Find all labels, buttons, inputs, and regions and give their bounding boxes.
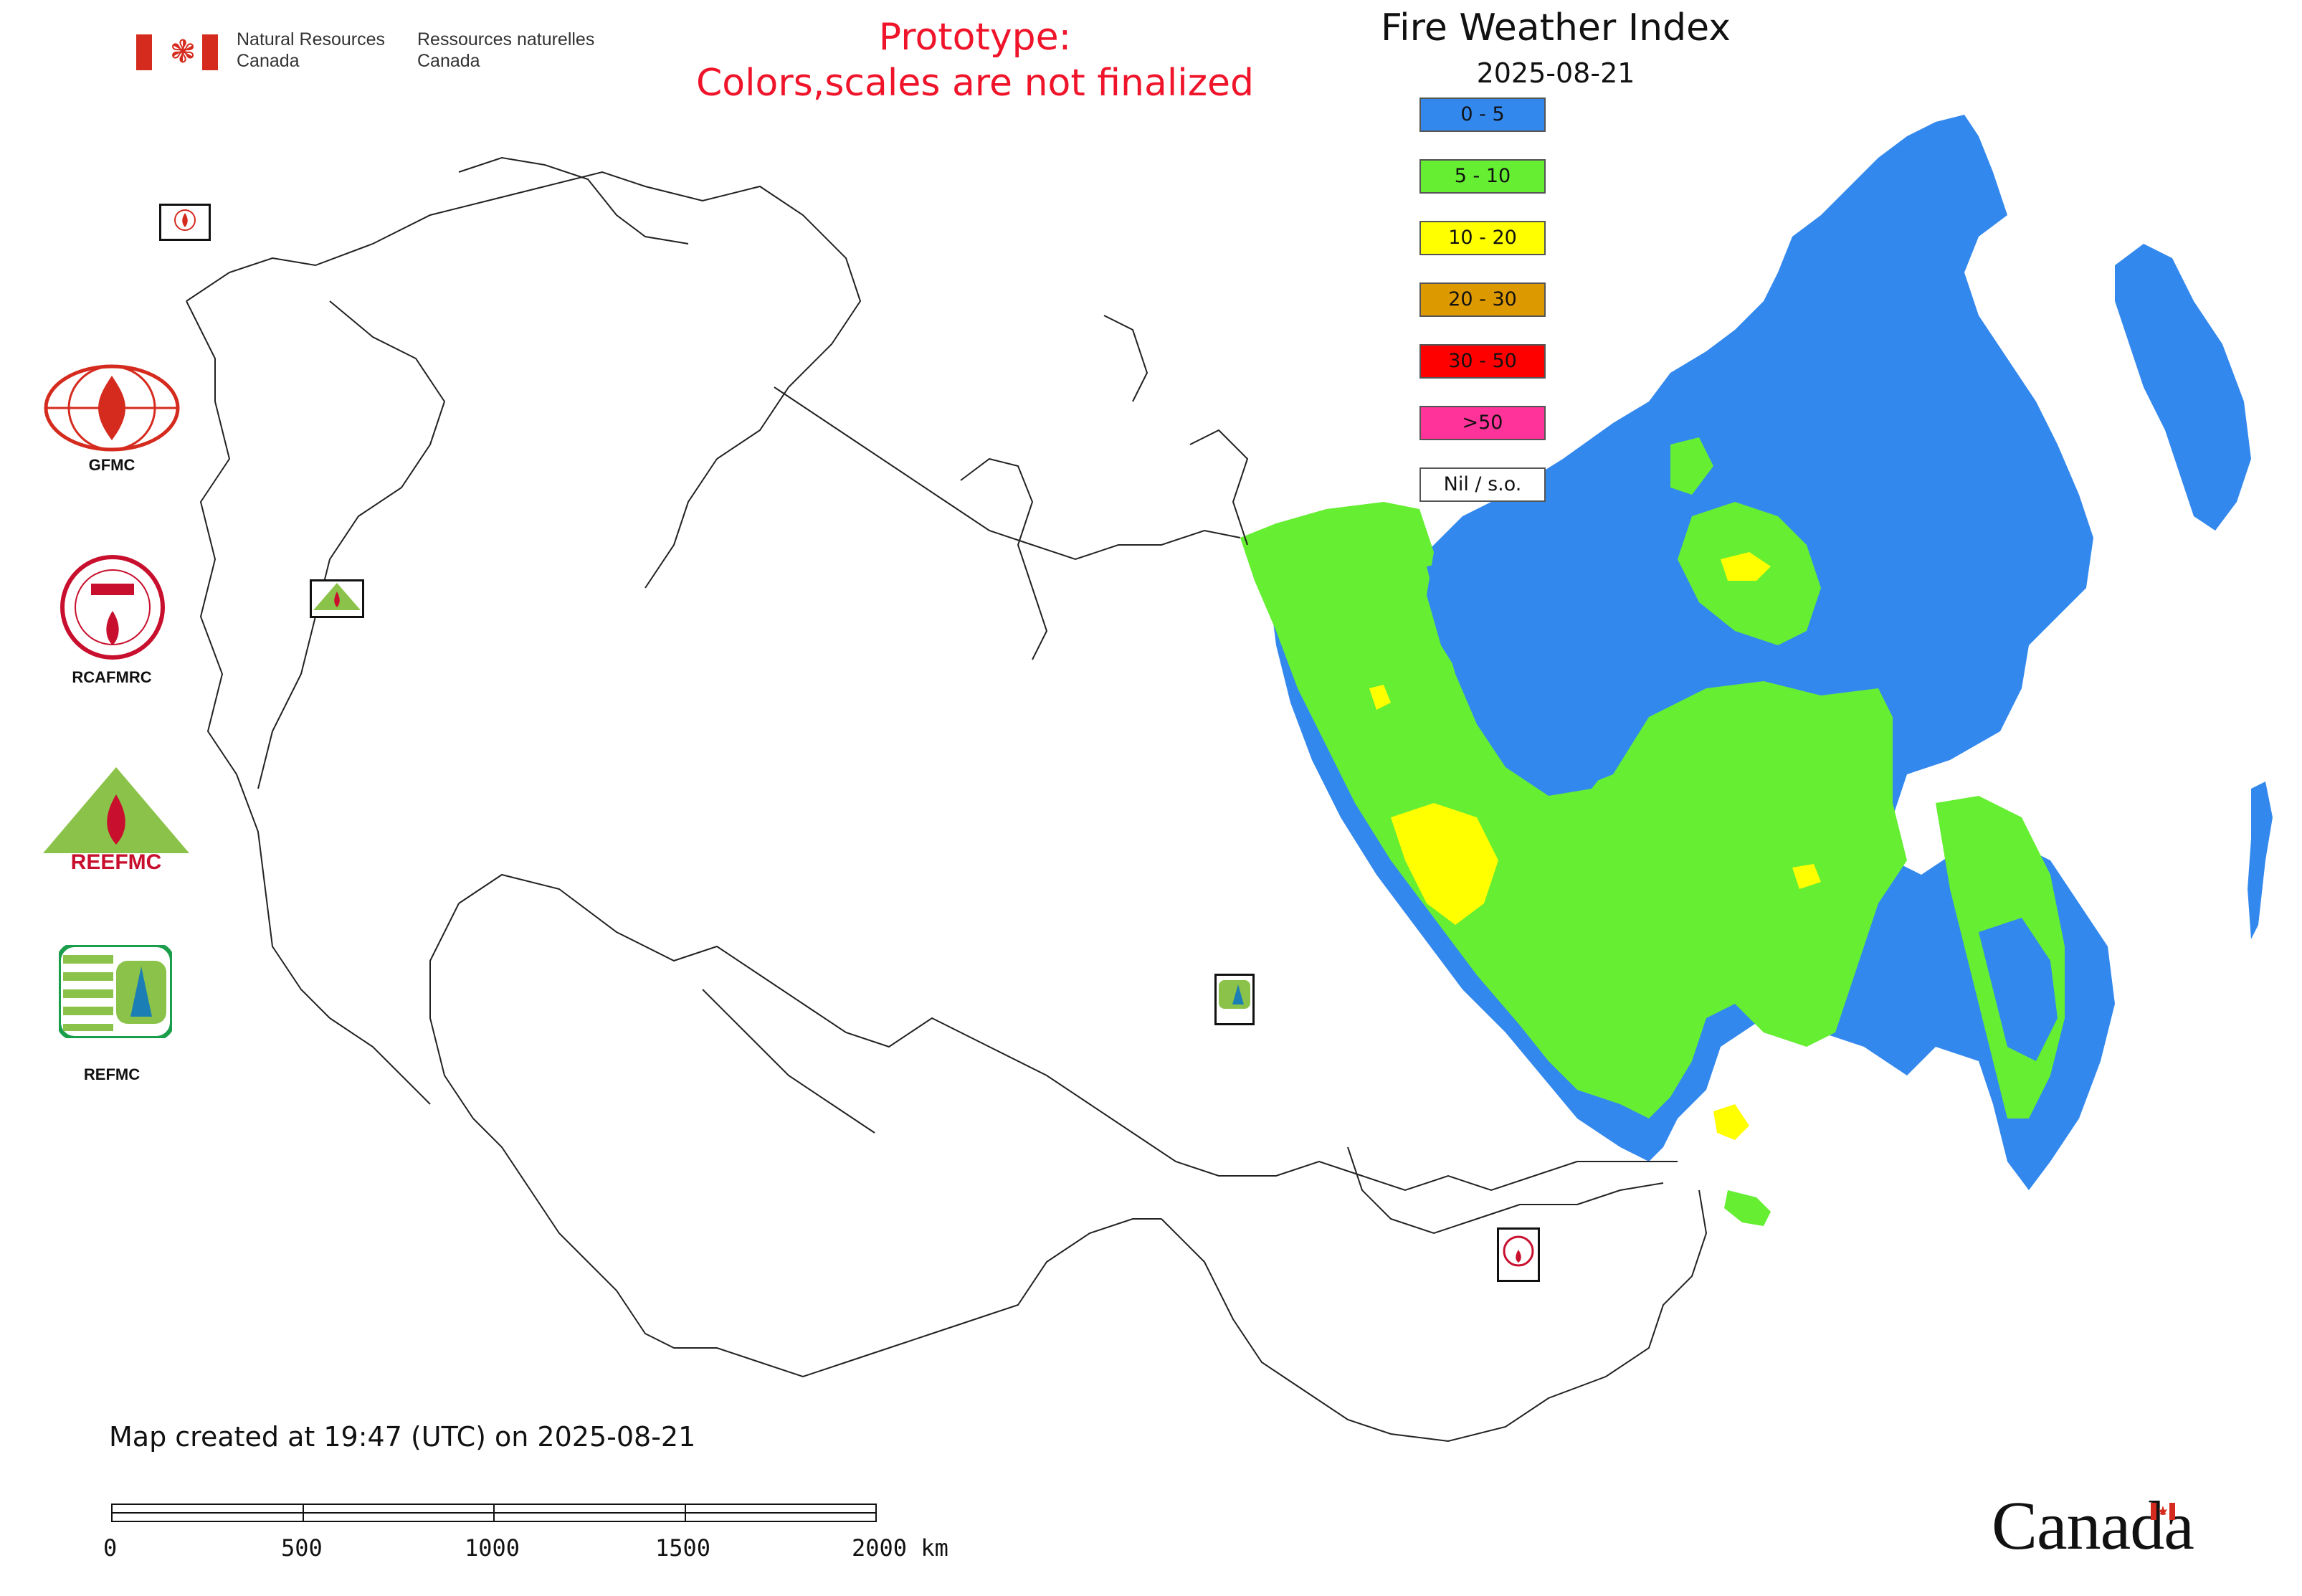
prototype-notice-line2: Colors,scales are not finalized bbox=[695, 62, 1255, 105]
scale-label-2000-km: 2000 km bbox=[852, 1534, 948, 1562]
scale-label-500: 500 bbox=[281, 1534, 323, 1562]
nrcan-signature: ❃ Natural Resources Canada Ressources na… bbox=[136, 29, 638, 79]
scale-label-1000: 1000 bbox=[465, 1534, 520, 1562]
refmc-map-badge[interactable] bbox=[1214, 974, 1255, 1025]
fwi-region-blue-southeast bbox=[1979, 918, 2058, 1061]
legend-item-20-30: 20 - 30 bbox=[1419, 282, 1546, 317]
dept-name-fr-1: Ressources naturelles bbox=[417, 29, 595, 49]
prototype-notice: Prototype: Colors,scales are not finaliz… bbox=[631, 14, 1319, 106]
dept-name-fr-2: Canada bbox=[417, 51, 480, 71]
map-date: 2025-08-21 bbox=[1476, 57, 1635, 89]
canada-wordmark: Canada bbox=[1992, 1487, 2194, 1564]
map-created-note: Map created at 19:47 (UTC) on 2025-08-21 bbox=[109, 1421, 696, 1453]
reefmc-map-badge[interactable] bbox=[310, 579, 364, 618]
rcafmrc-map-badge[interactable] bbox=[1497, 1227, 1540, 1282]
fwi-region-yellow-sakhalin bbox=[1713, 1104, 1749, 1140]
gfmc-logo-label: GFMC bbox=[88, 456, 135, 474]
map-title: Fire Weather Index bbox=[1381, 6, 1731, 49]
legend-item-0-5: 0 - 5 bbox=[1419, 98, 1546, 132]
legend-item-5-10: 5 - 10 bbox=[1419, 159, 1546, 194]
country-borders bbox=[186, 156, 1708, 1443]
rcafmrc-logo-label: RCAFMRC bbox=[72, 668, 152, 686]
fwi-region-sakhalin bbox=[1724, 1190, 1771, 1226]
rcafmrc-logo-icon bbox=[60, 555, 165, 660]
scale-label-1500: 1500 bbox=[655, 1534, 711, 1562]
gfmc-badge-icon bbox=[174, 209, 196, 231]
scale-bar bbox=[111, 1504, 877, 1522]
fwi-region-yellow-small bbox=[1369, 685, 1391, 710]
refmc-badge-icon bbox=[1219, 980, 1250, 1009]
gfmc-logo-icon bbox=[44, 364, 180, 452]
flag-right-bar bbox=[202, 34, 218, 70]
dept-name-en-1: Natural Resources bbox=[237, 29, 386, 49]
fwi-region-yellow-west bbox=[1391, 803, 1498, 925]
refmc-logo-label: REFMC bbox=[83, 1065, 141, 1083]
maple-leaf-icon: ❃ bbox=[169, 34, 196, 70]
refmc-logo-icon bbox=[59, 945, 172, 1038]
gfmc-map-badge[interactable] bbox=[159, 204, 211, 241]
fwi-region-yellow-south bbox=[1792, 864, 1821, 889]
fwi-region-green-north bbox=[1670, 437, 1713, 495]
fwi-region-green-west bbox=[1240, 502, 1907, 1118]
legend-item-over-50: >50 bbox=[1419, 406, 1546, 440]
fwi-region-kamchatka bbox=[2115, 244, 2251, 531]
legend-item-nil: Nil / s.o. bbox=[1419, 467, 1546, 502]
dept-name-en-2: Canada bbox=[237, 51, 300, 71]
prototype-notice-line1: Prototype: bbox=[878, 16, 1072, 59]
legend-item-10-20: 10 - 20 bbox=[1419, 221, 1546, 255]
scale-label-0: 0 bbox=[103, 1534, 118, 1562]
fwi-region-blue-band bbox=[1427, 559, 1649, 796]
reefmc-logo-icon bbox=[40, 767, 192, 870]
rcafmrc-badge-icon bbox=[1503, 1235, 1534, 1267]
coastline-north bbox=[774, 315, 1249, 660]
fwi-region-islands-east bbox=[2248, 782, 2273, 939]
fwi-region-yellow-north bbox=[1721, 552, 1771, 581]
wordmark-flag-icon bbox=[2151, 1503, 2175, 1520]
legend-item-30-50: 30 - 50 bbox=[1419, 344, 1546, 379]
reefmc-logo-text: REEFMC bbox=[70, 850, 162, 874]
flag-left-bar bbox=[136, 34, 152, 70]
reefmc-badge-icon bbox=[313, 583, 361, 610]
